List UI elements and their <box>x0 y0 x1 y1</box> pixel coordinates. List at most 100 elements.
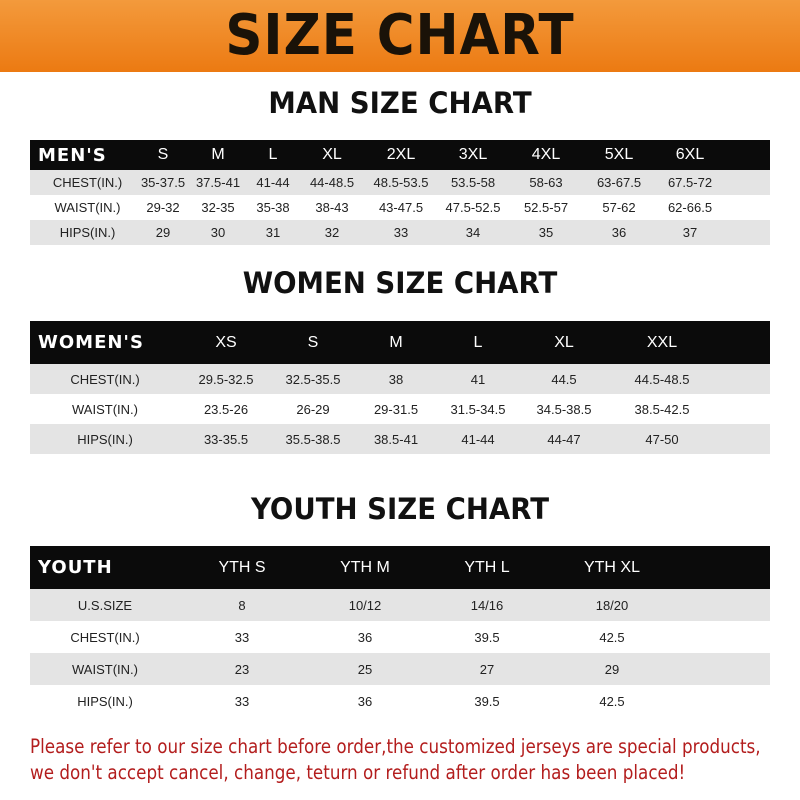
page-title: SIZE CHART <box>225 3 575 68</box>
measurement-cell: 44-47 <box>547 431 581 447</box>
measurement-cell: 41-44 <box>461 431 495 447</box>
measurement-cell: 41 <box>470 371 486 387</box>
measurement-cell: 36 <box>611 225 627 240</box>
measurement-cell: 23.5-26 <box>203 401 249 417</box>
youth-size-table: YOUTH YTH S YTH M YTH L YTH XL U.S.SIZE 8 10/12… <box>30 546 770 717</box>
row-label: U.S.SIZE <box>77 597 133 613</box>
measurement-cell: 10/12 <box>348 597 382 613</box>
measurement-cell: 32-35 <box>201 200 235 215</box>
size-column-header: M <box>389 333 403 351</box>
measurement-cell: 14/16 <box>470 597 504 613</box>
size-column-header: YTH L <box>464 558 510 576</box>
measurement-cell: 32 <box>324 225 340 240</box>
row-label: HIPS(IN.) <box>59 225 116 240</box>
women-size-table: WOMEN'S XS S M L XL XXL CHEST(IN.) 29.5-32.5 32.5… <box>30 321 770 454</box>
measurement-cell: 63-67.5 <box>596 175 642 190</box>
measurement-cell: 23 <box>234 661 250 677</box>
table-row: HIPS(IN.) 29 30 31 32 33 34 35 36 37 <box>30 220 770 245</box>
measurement-cell: 29 <box>604 661 620 677</box>
measurement-cell: 39.5 <box>474 629 500 645</box>
measurement-cell: 32.5-35.5 <box>285 371 341 387</box>
measurement-cell: 29 <box>155 225 171 240</box>
size-column-header: YTH XL <box>583 558 640 576</box>
measurement-cell: 33 <box>234 629 250 645</box>
measurement-cell: 48.5-53.5 <box>373 175 429 190</box>
measurement-cell: 39.5 <box>474 693 500 709</box>
measurement-cell: 25 <box>357 661 373 677</box>
table-header-row: YOUTH YTH S YTH M YTH L YTH XL <box>30 546 770 589</box>
size-column-header: 6XL <box>675 146 705 163</box>
size-column-header: YTH S <box>218 558 266 576</box>
measurement-cell: 52.5-57 <box>523 200 569 215</box>
measurement-cell: 38-43 <box>315 200 349 215</box>
measurement-cell: 33 <box>234 693 250 709</box>
measurement-cell: 35.5-38.5 <box>285 431 341 447</box>
table-row: CHEST(IN.) 33 36 39.5 42.5 <box>30 621 770 653</box>
row-label: HIPS(IN.) <box>77 431 133 447</box>
row-label: WAIST(IN.) <box>72 661 138 677</box>
measurement-cell: 29-32 <box>146 200 180 215</box>
size-column-header: XL <box>554 333 574 351</box>
table-row: CHEST(IN.) 29.5-32.5 32.5-35.5 38 41 44.5 44.5… <box>30 364 770 394</box>
measurement-cell: 36 <box>357 693 373 709</box>
measurement-cell: 35-38 <box>256 200 290 215</box>
measurement-cell: 35 <box>538 225 554 240</box>
measurement-cell: 53.5-58 <box>450 175 496 190</box>
measurement-cell: 34.5-38.5 <box>536 401 592 417</box>
measurement-cell: 62-66.5 <box>667 200 713 215</box>
measurement-cell: 37 <box>682 225 698 240</box>
measurement-cell: 31 <box>265 225 281 240</box>
table-row: WAIST(IN.) 23 25 27 29 <box>30 653 770 685</box>
measurement-cell: 38.5-41 <box>373 431 419 447</box>
table-header-row: WOMEN'S XS S M L XL XXL <box>30 321 770 364</box>
measurement-cell: 43-47.5 <box>378 200 424 215</box>
measurement-cell: 35-37.5 <box>140 175 186 190</box>
measurement-cell: 44.5-48.5 <box>634 371 690 387</box>
size-column-header: 3XL <box>458 146 488 163</box>
table-row: HIPS(IN.) 33 36 39.5 42.5 <box>30 685 770 717</box>
row-label: WAIST(IN.) <box>72 401 138 417</box>
size-column-header: S <box>157 146 169 163</box>
table-header-row: MEN'S S M L XL 2XL 3XL 4XL 5XL 6XL <box>30 140 770 170</box>
measurement-cell: 44-48.5 <box>309 175 355 190</box>
row-label: CHEST(IN.) <box>52 175 123 190</box>
row-label: WAIST(IN.) <box>54 200 121 215</box>
measurement-cell: 31.5-34.5 <box>450 401 506 417</box>
measurement-cell: 47.5-52.5 <box>445 200 501 215</box>
measurement-cell: 47-50 <box>645 431 679 447</box>
youth-section-title: YOUTH SIZE CHART <box>250 492 550 526</box>
size-column-header: L <box>473 333 483 351</box>
disclaimer: Please refer to our size chart before or… <box>30 734 761 786</box>
size-column-header: 5XL <box>604 146 634 163</box>
measurement-cell: 41-44 <box>256 175 290 190</box>
size-column-header: XS <box>215 333 237 351</box>
measurement-cell: 33 <box>393 225 409 240</box>
measurement-cell: 38 <box>388 371 404 387</box>
size-column-header: 2XL <box>386 146 416 163</box>
measurement-cell: 42.5 <box>599 629 625 645</box>
measurement-cell: 58-63 <box>529 175 563 190</box>
measurement-cell: 36 <box>357 629 373 645</box>
measurement-cell: 27 <box>479 661 495 677</box>
table-header-label: WOMEN'S <box>38 332 144 353</box>
men-size-table: MEN'S S M L XL 2XL 3XL 4XL 5XL 6XL CHEST(IN.) 35-37… <box>30 140 770 245</box>
men-section-title: MAN SIZE CHART <box>268 86 532 120</box>
size-column-header: YTH M <box>340 558 390 576</box>
measurement-cell: 29.5-32.5 <box>198 371 254 387</box>
table-row: WAIST(IN.) 29-32 32-35 35-38 38-43 43-47.5 47.… <box>30 195 770 220</box>
measurement-cell: 42.5 <box>599 693 625 709</box>
size-column-header: L <box>268 146 278 163</box>
banner: SIZE CHART <box>0 0 800 72</box>
table-header-label: YOUTH <box>38 557 113 578</box>
size-column-header: 4XL <box>531 146 561 163</box>
measurement-cell: 8 <box>238 597 246 613</box>
measurement-cell: 67.5-72 <box>667 175 713 190</box>
measurement-cell: 38.5-42.5 <box>634 401 690 417</box>
table-row: CHEST(IN.) 35-37.5 37.5-41 41-44 44-48.5 48.5… <box>30 170 770 195</box>
disclaimer-line-1: Please refer to our size chart before or… <box>30 735 761 758</box>
measurement-cell: 44.5 <box>551 371 577 387</box>
measurement-cell: 29-31.5 <box>373 401 419 417</box>
table-row: U.S.SIZE 8 10/12 14/16 18/20 <box>30 589 770 621</box>
women-section-title: WOMEN SIZE CHART <box>242 266 558 300</box>
table-header-label: MEN'S <box>38 144 107 166</box>
